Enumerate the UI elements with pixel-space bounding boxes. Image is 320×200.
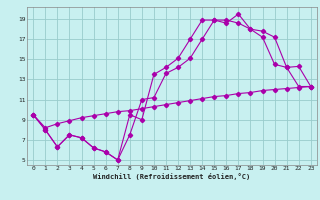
X-axis label: Windchill (Refroidissement éolien,°C): Windchill (Refroidissement éolien,°C) xyxy=(93,173,251,180)
